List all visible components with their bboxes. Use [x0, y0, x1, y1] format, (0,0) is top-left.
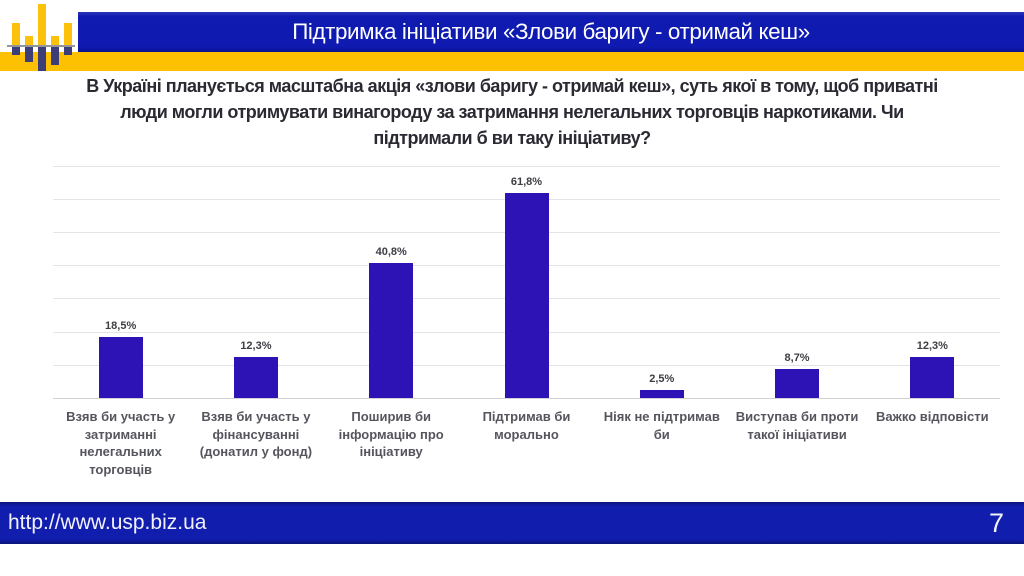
bar-6	[775, 369, 820, 398]
gridline	[53, 165, 1000, 167]
value-label-2: 12,3%	[240, 340, 272, 353]
category-label-5: Ніяк не підтримав би	[603, 409, 720, 442]
bar-2	[233, 357, 278, 398]
bar-7	[910, 357, 955, 398]
category-label-1: Взяв би участь у затриманні нелегальних …	[66, 409, 176, 477]
footer-bar: http://www.usp.biz.ua 7	[0, 502, 1024, 544]
question-text: В Україні планується масштабна акція «зл…	[86, 76, 938, 148]
footer-url: http://www.usp.biz.ua	[8, 511, 207, 534]
category-label-3: Поширив би інформацію про ініціативу	[338, 409, 444, 459]
page-number: 7	[988, 507, 1004, 538]
category-label-4: Підтримав би морально	[482, 409, 571, 442]
value-label-6: 8,7%	[784, 352, 810, 365]
x-axis-line	[53, 398, 1000, 399]
bar-3	[369, 262, 414, 398]
value-label-5: 2,5%	[649, 372, 675, 385]
category-label-2: Взяв би участь у фінансуванні (донатил у…	[199, 409, 313, 459]
value-label-3: 40,8%	[375, 245, 407, 258]
value-label-1: 18,5%	[105, 319, 137, 332]
logo-bar-chart-icon	[0, 0, 90, 80]
slide-title: Підтримка ініціативи «Злови баригу - отр…	[292, 19, 810, 44]
header-bar: Підтримка ініціативи «Злови баригу - отр…	[78, 12, 1024, 52]
bar-4	[504, 192, 549, 398]
value-label-7: 12,3%	[916, 340, 948, 353]
category-label-6: Виступав би проти такої ініціативи	[735, 409, 859, 442]
yellow-stripe	[0, 52, 1024, 71]
category-label-7: Важко відповісти	[876, 409, 989, 424]
bar-5	[639, 389, 684, 398]
bar-1	[98, 336, 143, 398]
value-label-4: 61,8%	[510, 175, 543, 188]
